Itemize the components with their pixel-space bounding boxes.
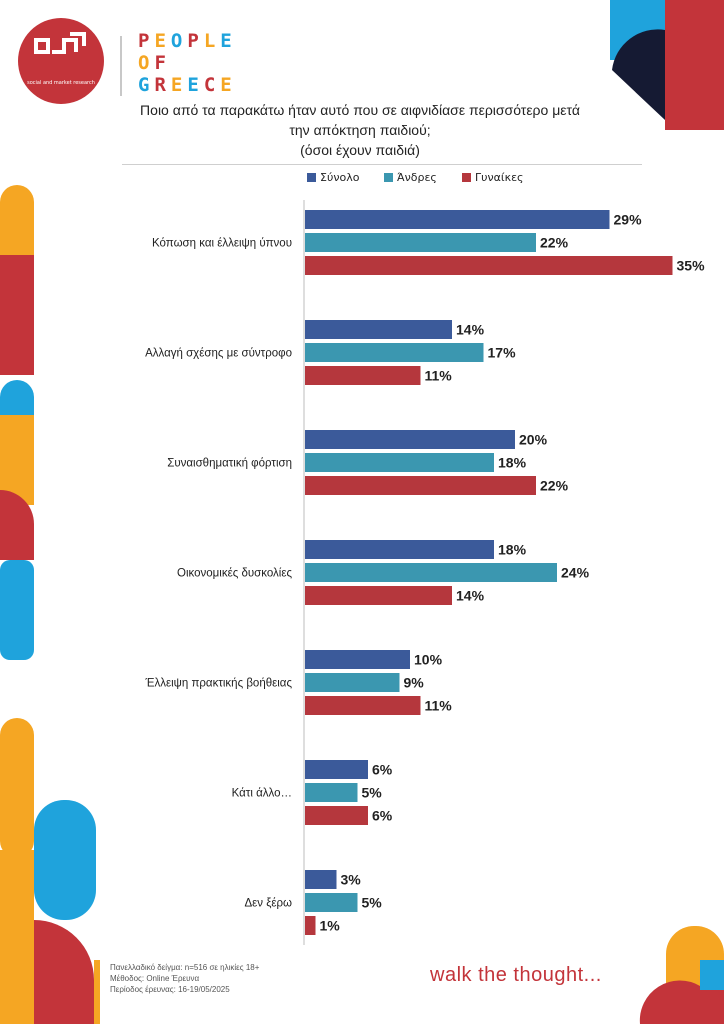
bar-value-label: 18%: [498, 542, 527, 558]
bar: [305, 783, 358, 802]
footnote-method: Μέθοδος: Online Έρευνα: [110, 974, 200, 983]
bar: [305, 320, 452, 339]
bar-value-label: 17%: [488, 345, 517, 361]
bar: [305, 563, 557, 582]
chart-subtitle: (όσοι έχουν παιδιά): [300, 142, 420, 158]
survey-footnote: Πανελλαδικό δείγμα: n=516 σε ηλικίες 18+…: [110, 962, 259, 995]
legend-item-synolo: Σύνολο: [307, 170, 359, 184]
bar-value-label: 5%: [362, 895, 383, 911]
category-label: Κόπωση και έλλειψη ύπνου: [152, 238, 292, 250]
header-divider: [120, 36, 122, 96]
bar-value-label: 22%: [540, 478, 569, 494]
bar: [305, 540, 494, 559]
bar-value-label: 1%: [320, 918, 341, 934]
bar-value-label: 24%: [561, 565, 590, 581]
bar-value-label: 18%: [498, 455, 527, 471]
bar-value-label: 9%: [404, 675, 425, 691]
category-label: Συναισθηματική φόρτιση: [167, 458, 292, 470]
bar: [305, 586, 452, 605]
title-rule: [122, 164, 642, 165]
bar-chart: Κόπωση και έλλειψη ύπνου 29% 22% 35% Αλλαγή …: [144, 200, 706, 945]
bar: [305, 760, 368, 779]
footnote-sample: Πανελλαδικό δείγμα: n=516 σε ηλικίες 18+: [110, 963, 260, 972]
brand-line-2: OF: [138, 52, 171, 74]
bar: [305, 893, 358, 912]
brand-line-1: PEOPLE: [138, 30, 237, 52]
legend-item-andres: Άνδρες: [384, 170, 437, 184]
bar-value-label: 3%: [341, 872, 362, 888]
chart-title: Ποιο από τα παρακάτω ήταν αυτό που σε αι…: [140, 102, 580, 138]
bar: [305, 343, 484, 362]
bar: [305, 916, 316, 935]
logo-badge: [18, 18, 104, 104]
legend-label: Σύνολο: [320, 170, 360, 184]
bar: [305, 476, 536, 495]
legend-label: Γυναίκες: [475, 170, 524, 184]
bar-value-label: 22%: [540, 235, 569, 251]
bar-value-label: 29%: [614, 212, 643, 228]
bar: [305, 673, 400, 692]
bar: [305, 650, 410, 669]
category-label: Κάτι άλλο…: [232, 788, 292, 800]
bar-value-label: 20%: [519, 432, 548, 448]
bar: [305, 233, 536, 252]
bar-value-label: 35%: [677, 258, 706, 274]
legend-swatch: [384, 172, 393, 182]
bar: [305, 430, 515, 449]
legend-swatch: [462, 172, 471, 182]
bar-value-label: 10%: [414, 652, 443, 668]
legend-swatch: [307, 172, 316, 182]
bar-value-label: 6%: [372, 762, 393, 778]
bar-value-label: 14%: [456, 322, 485, 338]
legend-item-gynaikes: Γυναίκες: [462, 170, 524, 184]
category-label: Οικονομικές δυσκολίες: [177, 568, 292, 580]
legend-label: Άνδρες: [397, 170, 437, 184]
bar: [305, 366, 421, 385]
logo-subtitle: social and market research: [27, 80, 95, 86]
footnote-period: Περίοδος έρευνας: 16-19/05/2025: [110, 985, 230, 994]
bar-value-label: 14%: [456, 588, 485, 604]
brand-line-3: GREECE: [138, 74, 237, 96]
bar-value-label: 11%: [425, 698, 453, 714]
bar-value-label: 6%: [372, 808, 393, 824]
bar: [305, 870, 337, 889]
bar: [305, 256, 673, 275]
bar: [305, 453, 494, 472]
bar-value-label: 5%: [362, 785, 383, 801]
bar: [305, 210, 610, 229]
bar: [305, 696, 421, 715]
tagline: walk the thought...: [430, 964, 602, 986]
brand-name: PEOPLE OF GREECE: [138, 30, 237, 96]
chart-title-block: Ποιο από τα παρακάτω ήταν αυτό που σε αι…: [140, 100, 580, 160]
category-label: Δεν ξέρω: [244, 898, 292, 910]
logo-mark-icon: [34, 32, 86, 54]
category-label: Έλλειψη πρακτικής βοήθειας: [144, 678, 292, 690]
category-label: Αλλαγή σχέσης με σύντροφο: [145, 348, 292, 360]
bar-value-label: 11%: [425, 368, 453, 384]
bar: [305, 806, 368, 825]
